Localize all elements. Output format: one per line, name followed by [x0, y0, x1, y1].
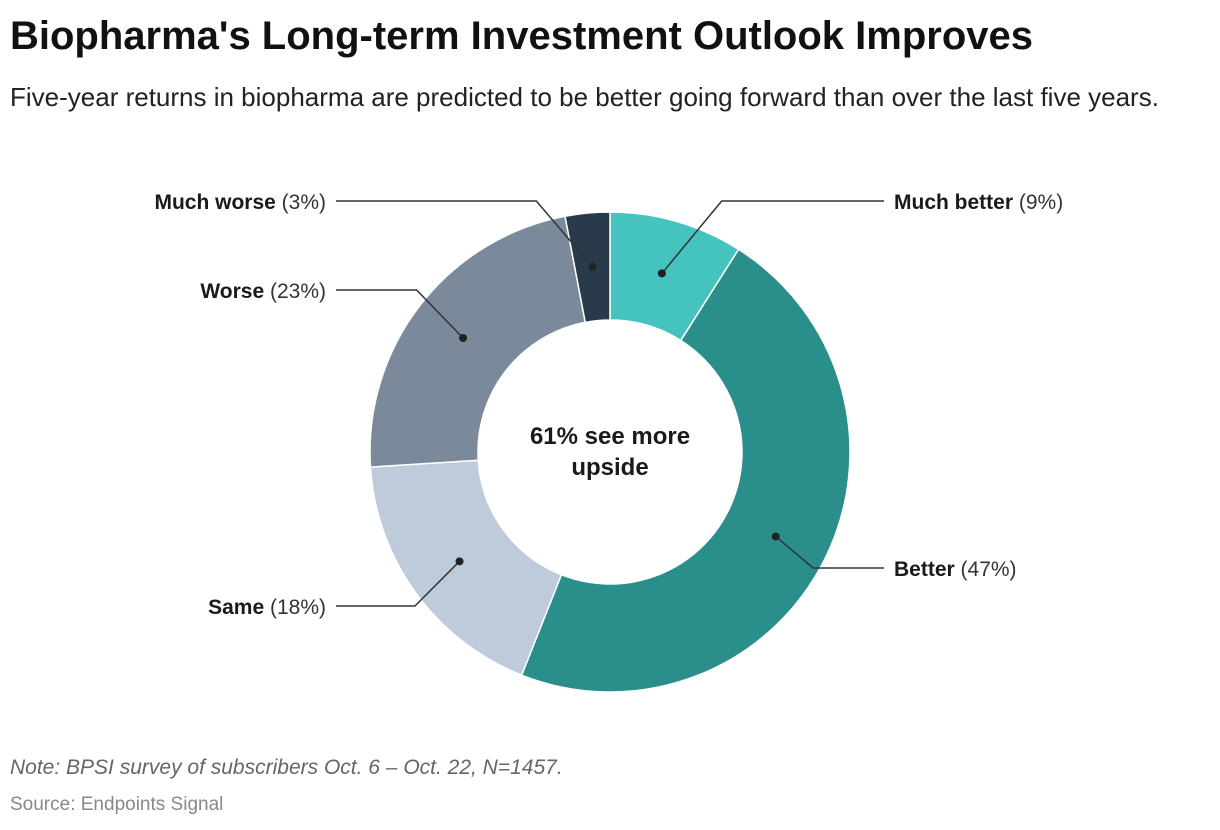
slice-label-name: Same	[208, 596, 264, 619]
slice-label-percent: (18%)	[264, 596, 326, 619]
slice-label-name: Much worse	[154, 191, 275, 214]
leader-line	[775, 535, 884, 569]
chart-title: Biopharma's Long-term Investment Outlook…	[10, 14, 1034, 58]
donut-slices	[369, 211, 851, 693]
slice-label: Much better (9%)	[894, 191, 1063, 214]
center-label-line-1: 61% see more	[530, 423, 690, 450]
chart-source: Source: Endpoints Signal	[10, 794, 224, 815]
slice-same	[369, 459, 563, 677]
donut-chart: Much better (9%) Better (47%) Same (18%) Wo…	[154, 191, 1063, 693]
leader-dot	[657, 269, 666, 278]
slice-much-worse	[564, 211, 611, 324]
leader-line	[336, 200, 594, 268]
slice-label: Worse (23%)	[200, 280, 326, 303]
slice-labels: Much better (9%) Better (47%) Same (18%) Wo…	[154, 191, 1063, 619]
leader-dot	[459, 333, 468, 342]
slice-label-name: Better	[894, 558, 955, 581]
leader-line	[336, 289, 464, 339]
slice-better	[520, 248, 851, 693]
slice-label-percent: (3%)	[276, 191, 326, 214]
slice-label-percent: (47%)	[955, 558, 1017, 581]
slice-label-name: Worse	[200, 280, 264, 303]
slice-worse	[369, 215, 587, 468]
leader-line	[661, 200, 884, 274]
slice-label-percent: (9%)	[1013, 191, 1063, 214]
center-label-line-2: upside	[571, 454, 648, 481]
slice-label-percent: (23%)	[264, 280, 326, 303]
leader-dot	[771, 532, 780, 541]
chart-note: Note: BPSI survey of subscribers Oct. 6 …	[10, 756, 563, 779]
leader-dot	[455, 557, 464, 566]
slice-label: Much worse (3%)	[154, 191, 326, 214]
leader-line	[336, 560, 461, 607]
slice-label: Better (47%)	[894, 558, 1017, 581]
chart-subtitle: Five-year returns in biopharma are predi…	[10, 82, 1159, 112]
leader-dot	[588, 262, 597, 271]
leader-lines	[336, 200, 884, 607]
slice-label: Same (18%)	[208, 596, 326, 619]
slice-label-name: Much better	[894, 191, 1013, 214]
